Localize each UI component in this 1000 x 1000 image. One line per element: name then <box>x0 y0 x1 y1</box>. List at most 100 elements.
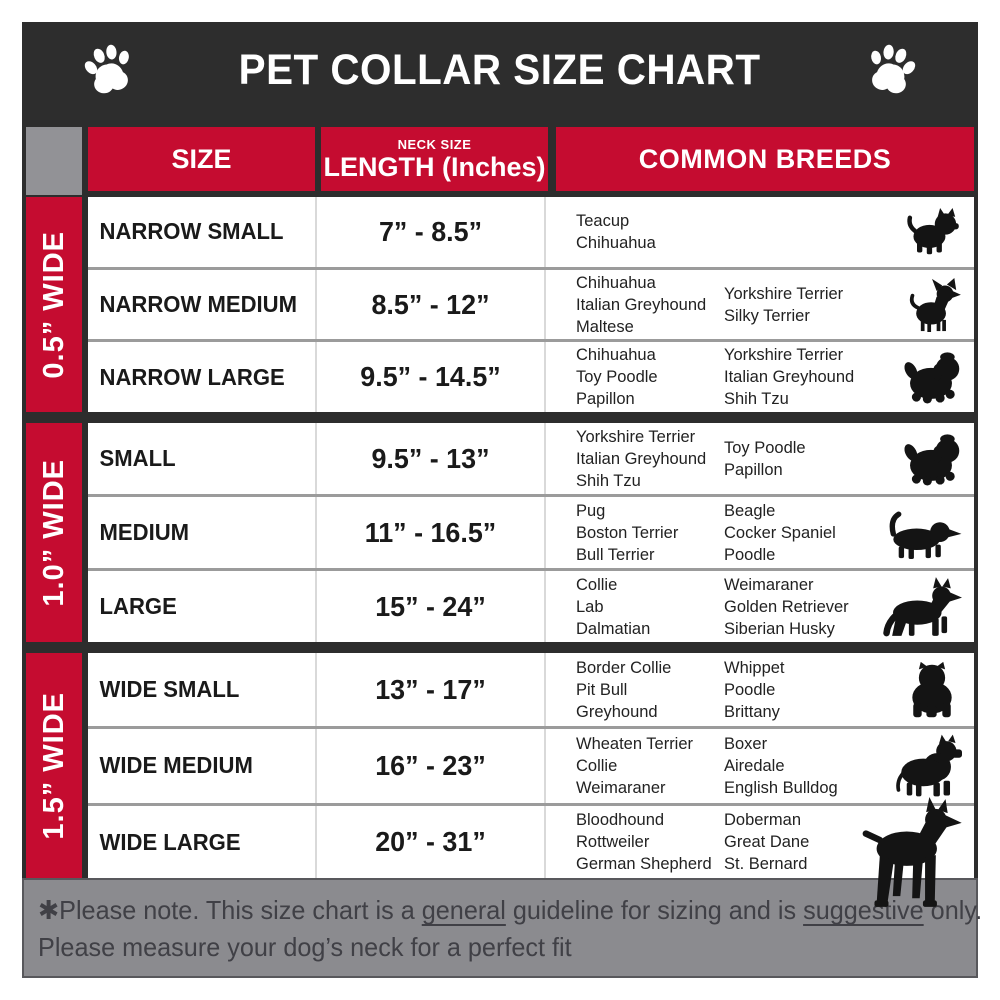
footer-note: ✱Please note. This size chart is a gener… <box>22 878 982 978</box>
size-label: WIDE LARGE <box>99 828 241 855</box>
column-divider <box>544 342 546 413</box>
column-divider <box>315 342 317 413</box>
breed-name: Boston Terrier <box>576 522 679 542</box>
column-divider <box>544 653 546 727</box>
breed-name: Weimaraner <box>724 574 814 594</box>
width-group-label: 1.5” WIDE <box>26 653 82 879</box>
column-divider <box>544 729 546 803</box>
breed-name: Dalmatian <box>576 618 651 638</box>
breed-name: Poodle <box>724 679 776 699</box>
breed-name: Yorkshire Terrier <box>576 426 696 446</box>
width-group-label: 1.0” WIDE <box>26 423 82 642</box>
column-divider <box>315 805 317 879</box>
title-bar: PET COLLAR SIZE CHART <box>22 22 978 118</box>
breed-name: Bull Terrier <box>576 544 655 564</box>
table-row: WIDE SMALL 13” - 17” Border Collie Pit Bull… <box>88 653 974 727</box>
breed-name: Bloodhound <box>576 810 665 830</box>
breeds-column-1: Pug Boston Terrier Bull Terrier <box>576 500 720 566</box>
column-divider <box>315 269 317 340</box>
breed-name: Pit Bull <box>576 679 628 699</box>
breed-name: English Bulldog <box>724 777 838 797</box>
column-divider <box>315 729 317 803</box>
column-divider <box>544 497 546 568</box>
paw-icon <box>80 42 136 98</box>
table-row: MEDIUM 11” - 16.5” Pug Boston Terrier Bull T… <box>88 494 974 568</box>
footer-note-line: ✱Please note. This size chart is a gener… <box>38 892 982 929</box>
footer-text: Please measure your dog’s neck for a per… <box>38 932 572 962</box>
column-divider <box>544 197 546 267</box>
size-label: LARGE <box>99 593 177 619</box>
breeds-column-1: Border Collie Pit Bull Greyhound <box>576 657 720 723</box>
breed-name: Brittany <box>724 701 780 721</box>
column-divider <box>315 497 317 568</box>
table-row: SMALL 9.5” - 13” Yorkshire Terrier Italian … <box>88 423 974 494</box>
breeds-column-1: Bloodhound Rottweiler German Shepherd <box>576 809 720 875</box>
breeds-column-1: Chihuahua Toy Poodle Papillon <box>576 344 720 410</box>
breed-name: German Shepherd <box>576 854 712 874</box>
breed-name: Maltese <box>576 316 634 336</box>
column-header-neck-size: NECK SIZE LENGTH (Inches) <box>321 127 548 191</box>
table-row: LARGE 15” - 24” Collie Lab Dalmatian Weimaran… <box>88 568 974 642</box>
column-header-common-breeds: COMMON BREEDS <box>556 127 974 191</box>
breeds-column-2: Beagle Cocker Spaniel Poodle <box>724 500 967 566</box>
table-header: SIZE NECK SIZE LENGTH (Inches) COMMON BR… <box>26 127 974 195</box>
size-group: 1.0” WIDE SMALL 9.5” - 13” Yorkshire Terrie… <box>26 423 974 642</box>
table-body: 0.5” WIDE NARROW SMALL 7” - 8.5” Teacup Chih… <box>26 197 974 907</box>
size-group: 0.5” WIDE NARROW SMALL 7” - 8.5” Teacup Chih… <box>26 197 974 413</box>
common-breeds-cell: Yorkshire Terrier Italian Greyhound Shih T… <box>546 423 974 494</box>
neck-size-value: 20” - 31” <box>375 826 486 858</box>
breeds-column-2: Doberman Great Dane St. Bernard <box>724 809 967 875</box>
pit-bull-icon <box>892 734 962 798</box>
width-group-label: 0.5” WIDE <box>26 197 82 412</box>
breed-name: Teacup <box>576 210 630 230</box>
table-row: NARROW SMALL 7” - 8.5” Teacup Chihuahua <box>88 197 974 267</box>
neck-size-value: 7” - 8.5” <box>378 215 483 247</box>
size-label: NARROW MEDIUM <box>99 291 297 317</box>
neck-size-subheading: NECK SIZE <box>397 136 472 152</box>
breeds-column-1: Collie Lab Dalmatian <box>576 574 720 640</box>
breed-name: Boxer <box>724 733 768 753</box>
table-row: NARROW MEDIUM 8.5” - 12” Chihuahua Italian … <box>88 266 974 340</box>
column-divider <box>315 571 317 642</box>
footer-underlined-word: suggestive <box>803 895 924 925</box>
breed-name: Papillon <box>576 389 635 409</box>
footer-text: only. <box>923 895 983 925</box>
column-divider <box>544 805 546 879</box>
column-header-size: SIZE <box>88 127 315 191</box>
size-label: MEDIUM <box>99 519 190 545</box>
breed-name: Silky Terrier <box>724 305 810 325</box>
paw-icon <box>864 42 920 98</box>
size-label: WIDE MEDIUM <box>99 752 253 779</box>
breed-name: Italian Greyhound <box>576 448 707 468</box>
shih-tzu-icon <box>900 349 962 405</box>
footer-underlined-word: general <box>421 895 506 925</box>
breed-name: Golden Retriever <box>724 596 849 616</box>
breed-name: Cocker Spaniel <box>724 522 836 542</box>
width-group-label-text: 1.5” WIDE <box>37 692 70 840</box>
chihuahua-icon <box>902 277 962 332</box>
breed-name: Yorkshire Terrier <box>724 345 844 365</box>
neck-size-value: 13” - 17” <box>375 673 486 705</box>
neck-size-value: 11” - 16.5” <box>364 516 497 548</box>
table-row: NARROW LARGE 9.5” - 14.5” Chihuahua Toy Poo… <box>88 339 974 413</box>
neck-size-value: 8.5” - 12” <box>371 288 490 320</box>
neck-size-value: 15” - 24” <box>375 590 486 622</box>
bulldog-icon <box>902 661 962 719</box>
breed-name: Pug <box>576 500 606 520</box>
common-breeds-cell: Chihuahua Toy Poodle Papillon Yorkshire Ter… <box>546 342 974 412</box>
breed-name: Yorkshire Terrier <box>724 283 844 303</box>
breed-name: Airedale <box>724 755 785 775</box>
common-breeds-cell: Teacup Chihuahua <box>546 197 974 267</box>
german-shepherd-icon <box>880 576 962 637</box>
footer-note-line: Please measure your dog’s neck for a per… <box>38 929 934 966</box>
breeds-column-2: Boxer Airedale English Bulldog <box>724 733 967 799</box>
breed-name: Toy Poodle <box>576 367 658 387</box>
common-breeds-cell: Wheaten Terrier Collie Weimaraner Boxer Aire… <box>546 729 974 802</box>
table-row: WIDE LARGE 20” - 31” Bloodhound Rottweiler G… <box>88 796 974 907</box>
breed-name: Siberian Husky <box>724 618 835 638</box>
column-divider <box>315 197 317 267</box>
neck-size-value: 9.5” - 13” <box>371 442 490 474</box>
size-label: SMALL <box>99 445 176 471</box>
common-breeds-cell: Border Collie Pit Bull Greyhound Whippet Poo… <box>546 653 974 726</box>
